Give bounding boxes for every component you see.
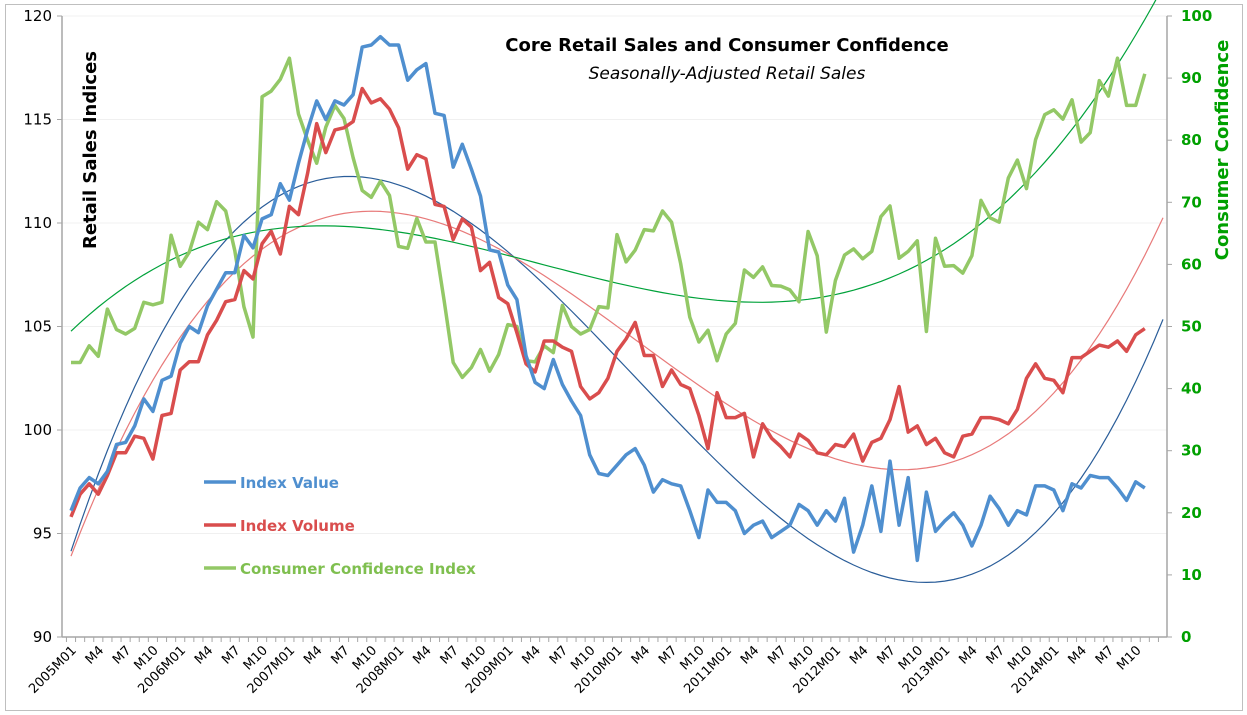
x-tick-label: M4 — [192, 643, 216, 667]
y2-axis-label: Consumer Confidence — [1212, 40, 1233, 261]
chart-title: Core Retail Sales and Consumer Confidenc… — [505, 35, 948, 56]
x-tick-label: M4 — [1066, 643, 1090, 667]
x-tick-label: M7 — [438, 643, 462, 667]
x-tick-label: M7 — [219, 643, 243, 667]
x-tick-label: M7 — [765, 643, 789, 667]
x-tick-label: M4 — [83, 643, 107, 667]
y-tick-label: 120 — [23, 7, 52, 25]
y-tick-label: 90 — [33, 628, 52, 646]
y2-tick-label: 90 — [1181, 69, 1202, 87]
y2-tick-label: 60 — [1181, 255, 1202, 273]
x-tick-label: 2005M01 — [26, 643, 80, 697]
x-tick-label: M7 — [656, 643, 680, 667]
y-tick-label: 115 — [23, 111, 52, 129]
y-tick-label: 105 — [23, 318, 52, 336]
series-lines — [69, 34, 1147, 563]
x-tick-label: M4 — [956, 643, 980, 667]
y2-tick-label: 50 — [1181, 318, 1202, 336]
trendline-confidence — [70, 0, 1157, 332]
trendlines — [70, 0, 1164, 584]
legend-label-volume: Index Volume — [240, 517, 355, 535]
y2-tick-label: 80 — [1181, 131, 1202, 149]
series-line-confidence — [71, 56, 1147, 380]
trendline-value — [70, 175, 1164, 584]
chart-subtitle: Seasonally-Adjusted Retail Sales — [589, 64, 866, 84]
y2-tick-label: 20 — [1181, 504, 1202, 522]
x-tick-label: M10 — [1114, 643, 1144, 673]
x-tick-label: M4 — [629, 643, 653, 667]
x-tick-label: M7 — [874, 643, 898, 667]
gridlines — [62, 15, 1167, 534]
x-tick-label: M4 — [520, 643, 544, 667]
x-tick-label: M4 — [301, 643, 325, 667]
chart-frame — [5, 4, 1243, 711]
x-tick-label: M4 — [738, 643, 762, 667]
x-tick-label: M4 — [847, 643, 871, 667]
legend-label-confidence: Consumer Confidence Index — [240, 560, 476, 578]
x-tick-label: M7 — [547, 643, 571, 667]
y-tick-label: 100 — [23, 421, 52, 439]
series-line-value — [69, 34, 1146, 563]
y2-tick-label: 70 — [1181, 193, 1202, 211]
series-line-volume — [69, 86, 1146, 518]
y-axis-label: Retail Sales Indices — [80, 51, 101, 249]
y2-tick-label: 10 — [1181, 566, 1202, 584]
x-tick-label: M7 — [1093, 643, 1117, 667]
x-tick-label: M7 — [110, 643, 134, 667]
x-tick-label: M4 — [410, 643, 434, 667]
legend: Index Value Index Volume Consumer Confiden… — [204, 474, 476, 578]
y2-tick-label: 40 — [1181, 380, 1202, 398]
y2-tick-label: 30 — [1181, 442, 1202, 460]
x-tick-label: M7 — [984, 643, 1008, 667]
trendline-volume — [70, 210, 1164, 557]
legend-label-value: Index Value — [240, 474, 339, 492]
y2-tick-label: 0 — [1181, 628, 1191, 646]
y-tick-label: 110 — [23, 214, 52, 232]
y-tick-label: 95 — [33, 525, 52, 543]
x-tick-label: M7 — [328, 643, 352, 667]
y2-tick-label: 100 — [1181, 7, 1212, 25]
